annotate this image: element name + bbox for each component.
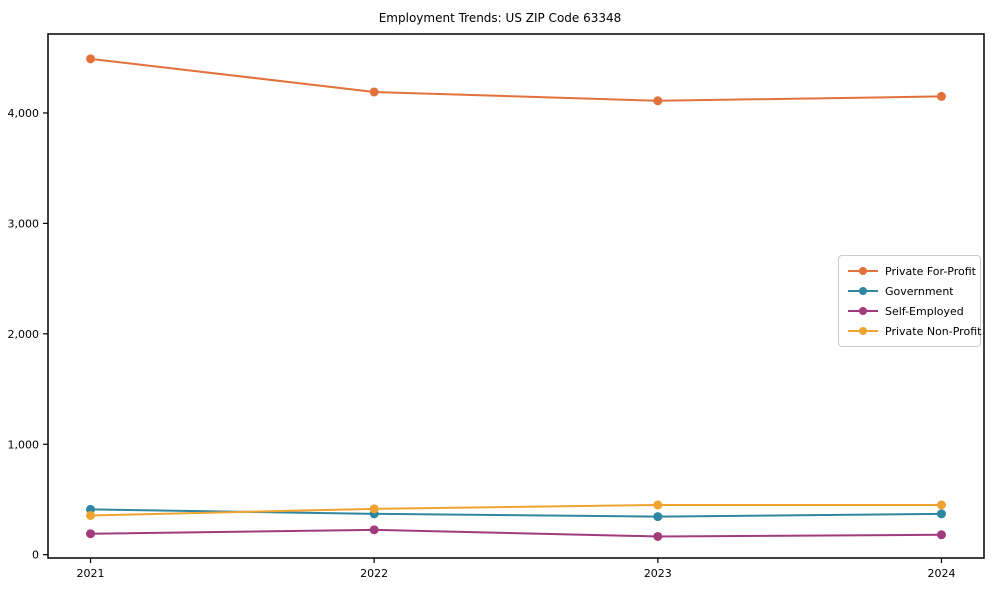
legend-item-private-for-profit: Private For-Profit (848, 261, 976, 281)
legend-line-dot-icon (848, 266, 878, 276)
x-tick-label: 2021 (77, 567, 105, 580)
legend-line-dot-icon (848, 286, 878, 296)
series-marker-government (653, 512, 663, 522)
series-marker-private-non-profit (936, 500, 946, 510)
legend-line-dot-icon (848, 306, 878, 316)
series-line-self-employed (89, 528, 943, 538)
series-line-private-for-profit (89, 57, 943, 102)
x-tick-label: 2023 (644, 567, 672, 580)
legend: Private For-Profit Government Self-Employe… (838, 255, 981, 347)
legend-label: Private Non-Profit (885, 324, 982, 338)
series-marker-private-for-profit (936, 91, 946, 101)
series-marker-self-employed (86, 529, 96, 539)
series-marker-self-employed (936, 530, 946, 540)
y-tick-label: 0 (32, 549, 39, 562)
x-tick-label: 2022 (360, 567, 388, 580)
legend-label: Self-Employed (885, 304, 964, 318)
axes-spines (47, 33, 985, 559)
legend-label: Government (885, 284, 954, 298)
legend-line-dot-icon (848, 326, 878, 336)
series-marker-private-non-profit (86, 510, 96, 520)
y-tick-label: 4,000 (8, 107, 40, 120)
series-line-private-non-profit (89, 503, 943, 517)
chart-title: Employment Trends: US ZIP Code 63348 (378, 11, 622, 25)
legend-item-self-employed: Self-Employed (848, 301, 974, 321)
series-marker-self-employed (369, 525, 379, 535)
series-marker-private-for-profit (653, 96, 663, 106)
y-tick-label: 2,000 (8, 328, 40, 341)
y-tick-label: 1,000 (8, 438, 40, 451)
legend-item-private-non-profit: Private Non-Profit (848, 321, 981, 341)
y-tick-label: 3,000 (8, 217, 40, 230)
series-marker-government (936, 509, 946, 519)
legend-label: Private For-Profit (885, 264, 976, 278)
x-tick-label: 2024 (927, 567, 955, 580)
series-marker-private-non-profit (653, 500, 663, 510)
series-marker-private-for-profit (369, 87, 379, 97)
series-marker-private-for-profit (86, 54, 96, 64)
legend-item-government: Government (848, 281, 974, 301)
series-marker-private-non-profit (369, 504, 379, 514)
series-marker-self-employed (653, 531, 663, 541)
